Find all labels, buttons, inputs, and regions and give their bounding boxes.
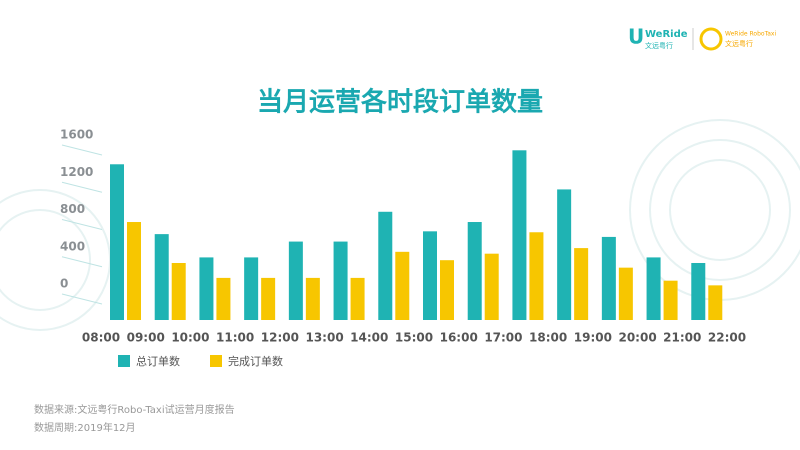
bar	[423, 231, 437, 320]
bar	[512, 150, 527, 320]
bar	[261, 277, 276, 320]
x-tick-label: 16:00	[440, 331, 478, 345]
legend-label: 总订单数	[136, 354, 180, 368]
x-tick-label: 21:00	[663, 331, 701, 345]
logo-product: WeRide RoboTaxi	[725, 31, 776, 38]
bar	[378, 211, 393, 320]
bar	[646, 257, 661, 320]
bar	[440, 260, 454, 320]
x-tick-label: 20:00	[618, 331, 656, 345]
bar	[350, 277, 365, 320]
x-tick-label: 14:00	[350, 331, 388, 345]
x-tick-label: 12:00	[261, 331, 299, 345]
bar	[529, 232, 544, 320]
bar	[127, 222, 141, 320]
bar	[305, 277, 320, 320]
chart-title: 当月运营各时段订单数量	[257, 87, 543, 118]
logo-brand-cn: 文远粤行	[645, 41, 673, 50]
legend-swatch	[210, 355, 222, 367]
bar	[691, 262, 706, 320]
legend-label: 完成订单数	[228, 354, 283, 368]
tick-line	[61, 293, 103, 305]
bar	[244, 257, 259, 320]
logo-brand: WeRide	[645, 29, 688, 40]
x-tick-label: 13:00	[305, 331, 343, 345]
bar	[557, 189, 572, 320]
x-tick-label: 17:00	[484, 331, 522, 345]
tick-line	[61, 219, 103, 230]
logo-mark: U	[628, 25, 644, 49]
tick-line	[61, 256, 103, 268]
bar	[199, 257, 214, 320]
y-tick-label: 1200	[60, 165, 93, 179]
y-tick-label: 400	[60, 239, 85, 253]
tick-line	[61, 181, 103, 193]
legend-swatch	[118, 355, 130, 367]
bar	[708, 285, 723, 320]
bar	[395, 251, 410, 320]
x-tick-label: 19:00	[574, 331, 612, 345]
bar	[467, 222, 482, 320]
bar	[154, 234, 169, 320]
tick-line	[61, 144, 103, 156]
x-tick-label: 15:00	[395, 331, 433, 345]
bar	[484, 253, 499, 320]
x-tick-label: 18:00	[529, 331, 567, 345]
bar	[333, 241, 348, 320]
logo-icon	[699, 27, 723, 51]
period: 数据周期:2019年12月	[34, 421, 136, 434]
x-tick-label: 08:00	[82, 331, 120, 345]
bar	[601, 236, 616, 320]
bar	[574, 248, 589, 320]
x-tick-label: 22:00	[708, 331, 746, 345]
x-tick-label: 11:00	[216, 331, 254, 345]
bar	[171, 262, 186, 320]
bar	[110, 164, 124, 320]
y-tick-label: 1600	[60, 128, 93, 142]
bar	[216, 277, 231, 320]
x-tick-label: 09:00	[127, 331, 165, 345]
logo: U WeRide 文远粤行 WeRide RoboTaxi 文远粤行	[628, 25, 776, 51]
logo-product-cn: 文远粤行	[725, 39, 753, 48]
bar	[618, 267, 633, 320]
y-tick-label: 800	[60, 202, 85, 216]
bar	[288, 241, 303, 320]
y-tick-label: 0	[60, 277, 68, 291]
x-tick-label: 10:00	[171, 331, 209, 345]
bar	[663, 280, 678, 320]
source: 数据来源:文远粤行Robo-Taxi试运营月度报告	[34, 403, 235, 416]
